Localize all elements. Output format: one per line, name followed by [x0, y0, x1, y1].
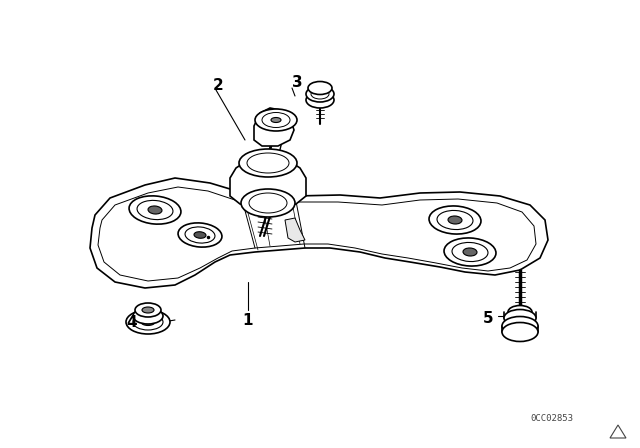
Ellipse shape — [444, 238, 496, 266]
Ellipse shape — [249, 193, 287, 213]
Text: 4: 4 — [127, 314, 138, 329]
Ellipse shape — [241, 189, 295, 217]
Ellipse shape — [311, 89, 329, 99]
Ellipse shape — [452, 242, 488, 262]
Polygon shape — [230, 158, 306, 208]
Ellipse shape — [142, 307, 154, 313]
Ellipse shape — [429, 206, 481, 234]
Text: 5: 5 — [483, 310, 493, 326]
Ellipse shape — [437, 211, 473, 229]
Ellipse shape — [185, 227, 215, 243]
Text: 3: 3 — [292, 74, 302, 90]
Ellipse shape — [247, 153, 289, 173]
Polygon shape — [285, 218, 305, 242]
Ellipse shape — [502, 316, 538, 336]
Ellipse shape — [463, 248, 477, 256]
Ellipse shape — [255, 109, 297, 131]
Text: 1: 1 — [243, 313, 253, 327]
Ellipse shape — [141, 319, 155, 326]
Ellipse shape — [306, 92, 334, 108]
Text: 2: 2 — [212, 78, 223, 92]
Ellipse shape — [129, 196, 181, 224]
Ellipse shape — [135, 303, 161, 317]
Ellipse shape — [137, 200, 173, 220]
Ellipse shape — [126, 310, 170, 334]
Ellipse shape — [239, 149, 297, 177]
Text: 0CC02853: 0CC02853 — [530, 414, 573, 422]
Ellipse shape — [504, 310, 536, 327]
Ellipse shape — [178, 223, 222, 247]
Ellipse shape — [502, 323, 538, 341]
Ellipse shape — [262, 112, 290, 128]
Ellipse shape — [194, 232, 206, 238]
Ellipse shape — [271, 117, 281, 122]
Ellipse shape — [148, 206, 162, 214]
Ellipse shape — [306, 86, 334, 102]
Ellipse shape — [508, 306, 532, 319]
Ellipse shape — [133, 308, 163, 324]
Ellipse shape — [308, 82, 332, 95]
Ellipse shape — [448, 216, 462, 224]
Polygon shape — [90, 178, 548, 288]
Polygon shape — [254, 108, 294, 146]
Ellipse shape — [133, 314, 163, 330]
